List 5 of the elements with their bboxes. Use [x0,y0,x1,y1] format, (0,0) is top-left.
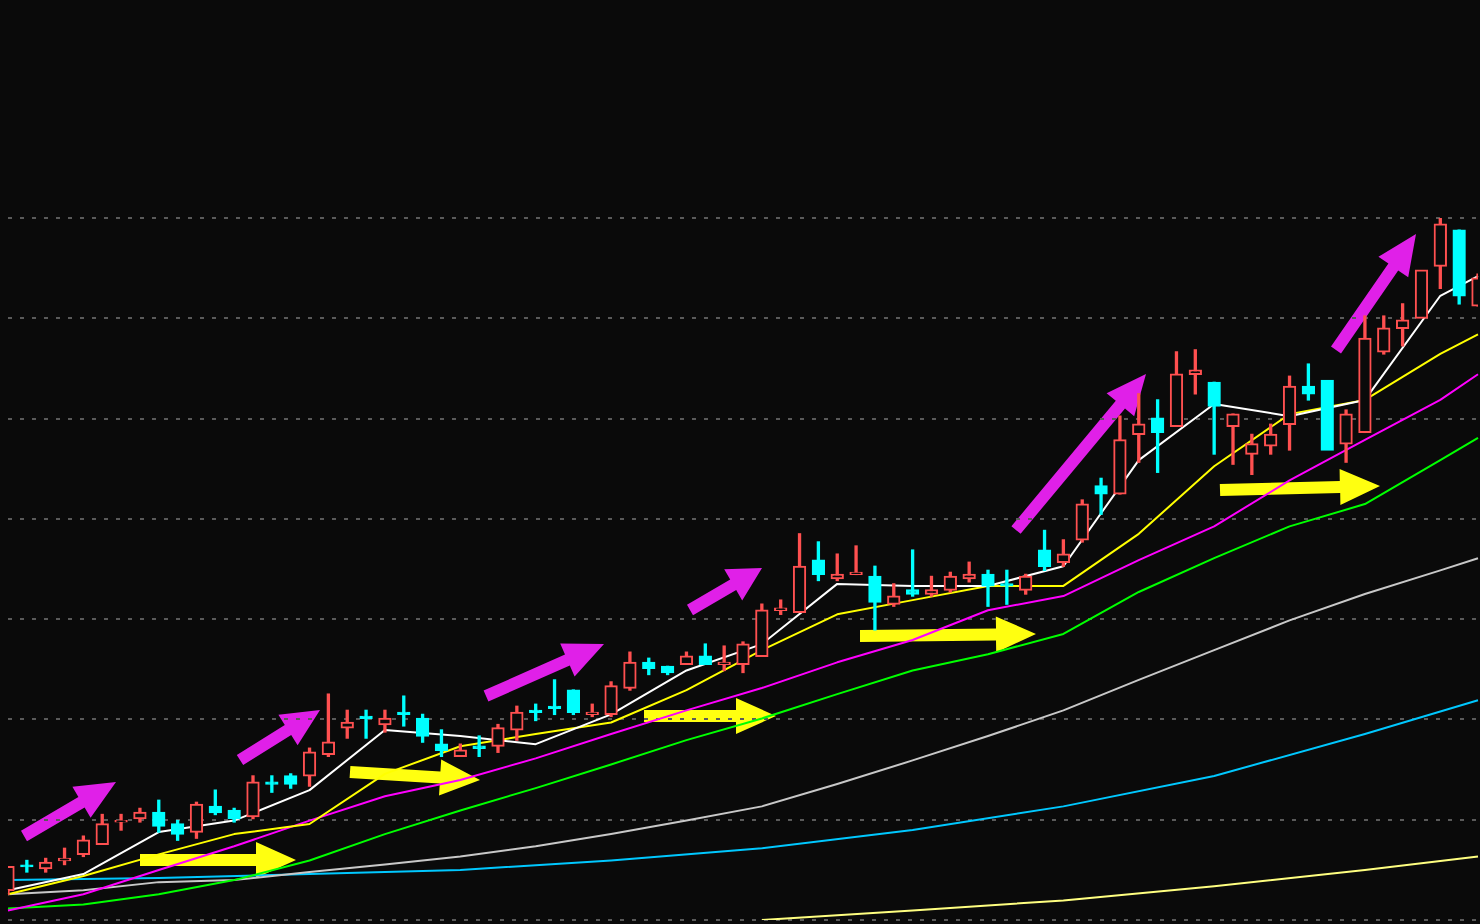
candlestick [1414,269,1429,319]
candlestick [1320,379,1334,451]
candlestick [20,859,34,873]
candlestick [265,775,279,793]
candlestick [1000,569,1014,605]
